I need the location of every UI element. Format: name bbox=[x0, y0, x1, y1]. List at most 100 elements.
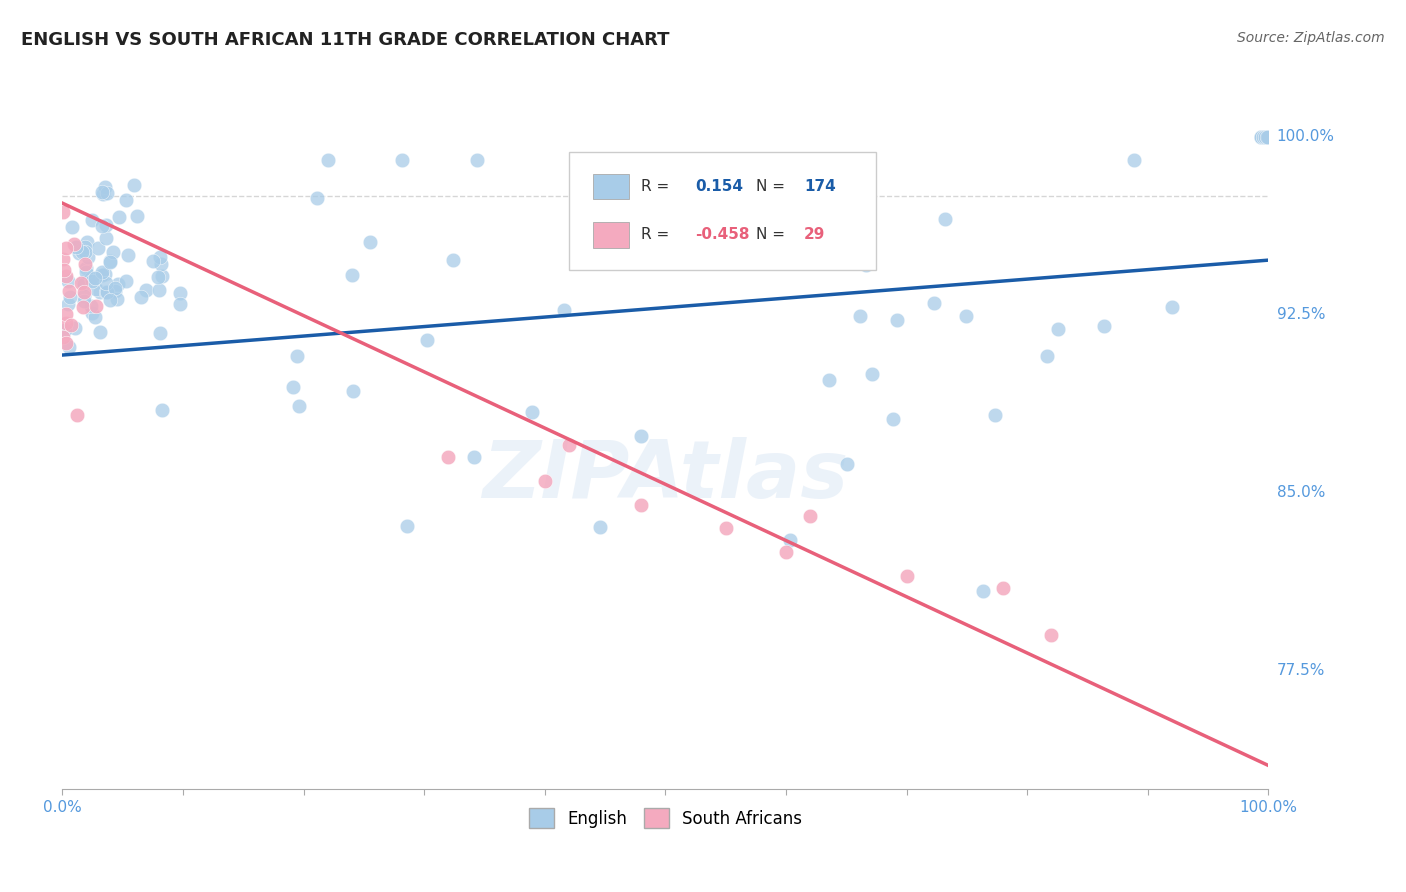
Point bbox=[146, 269, 169, 284]
Point bbox=[94, 219, 117, 233]
Point bbox=[70, 243, 93, 257]
Text: ZIPAtlas: ZIPAtlas bbox=[482, 437, 849, 515]
Point bbox=[779, 533, 801, 547]
Text: 92.5%: 92.5% bbox=[1277, 307, 1326, 322]
Text: 29: 29 bbox=[804, 227, 825, 243]
Point bbox=[882, 411, 904, 425]
Point bbox=[1123, 153, 1146, 168]
Point bbox=[1257, 129, 1279, 144]
Point bbox=[117, 247, 139, 261]
Point bbox=[553, 302, 575, 317]
Text: R =: R = bbox=[641, 178, 669, 194]
Point bbox=[1257, 129, 1279, 144]
Point bbox=[1253, 129, 1275, 144]
Point bbox=[65, 240, 87, 254]
Point bbox=[150, 257, 173, 271]
Point bbox=[1257, 129, 1279, 144]
Point bbox=[58, 340, 80, 354]
Point bbox=[288, 399, 311, 413]
Point bbox=[837, 457, 859, 471]
Point bbox=[1257, 129, 1279, 144]
Point bbox=[1046, 322, 1069, 336]
Point bbox=[1251, 129, 1274, 144]
Text: -0.458: -0.458 bbox=[696, 227, 751, 243]
Point bbox=[80, 212, 103, 227]
Text: Source: ZipAtlas.com: Source: ZipAtlas.com bbox=[1237, 31, 1385, 45]
Point bbox=[1253, 129, 1275, 144]
Point bbox=[1257, 129, 1279, 144]
Point bbox=[1253, 129, 1275, 144]
Point bbox=[630, 428, 652, 442]
Point bbox=[148, 283, 170, 297]
Point bbox=[1250, 129, 1272, 144]
Point bbox=[860, 367, 883, 381]
Point bbox=[1040, 628, 1063, 642]
Point bbox=[340, 268, 363, 282]
Point bbox=[80, 274, 103, 288]
Point bbox=[1251, 129, 1274, 144]
Point bbox=[149, 326, 172, 340]
Point bbox=[53, 323, 76, 337]
Point bbox=[73, 285, 96, 299]
Point bbox=[1257, 129, 1279, 144]
Point bbox=[127, 209, 149, 223]
Point bbox=[588, 520, 610, 534]
Point bbox=[1257, 129, 1279, 144]
Point bbox=[1257, 129, 1279, 144]
Point bbox=[437, 450, 460, 464]
Point bbox=[80, 271, 103, 285]
Point bbox=[129, 290, 152, 304]
Point bbox=[60, 220, 83, 235]
Point bbox=[55, 317, 77, 331]
Point bbox=[359, 235, 381, 249]
Point bbox=[1256, 129, 1278, 144]
Point bbox=[150, 269, 173, 284]
Point bbox=[281, 380, 304, 394]
Point bbox=[1256, 129, 1278, 144]
Point bbox=[91, 265, 114, 279]
Point bbox=[1256, 129, 1278, 144]
Point bbox=[72, 275, 94, 289]
Point bbox=[1254, 129, 1277, 144]
Point bbox=[84, 282, 107, 296]
Point bbox=[84, 299, 107, 313]
Point bbox=[395, 519, 418, 533]
Point bbox=[91, 186, 114, 201]
Point bbox=[169, 297, 191, 311]
Point bbox=[1257, 129, 1279, 144]
Point bbox=[855, 258, 877, 272]
Point bbox=[96, 186, 118, 200]
Point bbox=[441, 252, 464, 267]
Point bbox=[52, 205, 75, 219]
Point bbox=[1160, 300, 1182, 314]
Point bbox=[91, 219, 114, 233]
Point bbox=[1254, 129, 1277, 144]
Point bbox=[98, 254, 121, 268]
Point bbox=[149, 250, 172, 264]
Point bbox=[558, 438, 581, 452]
Text: N =: N = bbox=[756, 227, 785, 243]
Point bbox=[52, 330, 75, 344]
Point bbox=[1257, 129, 1279, 144]
Point bbox=[65, 321, 87, 335]
Point bbox=[1257, 129, 1279, 144]
Point bbox=[714, 521, 737, 535]
Point bbox=[886, 313, 908, 327]
Point bbox=[1257, 129, 1279, 144]
Point bbox=[96, 285, 118, 299]
Point bbox=[799, 509, 821, 524]
Point bbox=[1254, 129, 1277, 144]
Point bbox=[1257, 129, 1279, 144]
Point bbox=[1257, 129, 1279, 144]
Point bbox=[465, 153, 488, 168]
Point bbox=[1250, 129, 1272, 144]
Text: 0.154: 0.154 bbox=[696, 178, 744, 194]
Point bbox=[1256, 129, 1278, 144]
Point bbox=[1256, 129, 1278, 144]
Point bbox=[77, 250, 100, 264]
Point bbox=[80, 306, 103, 320]
Point bbox=[91, 185, 114, 199]
Point bbox=[1256, 129, 1278, 144]
Point bbox=[1256, 129, 1278, 144]
Point bbox=[72, 277, 94, 292]
